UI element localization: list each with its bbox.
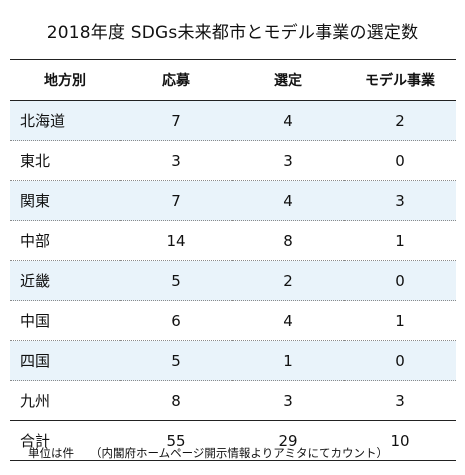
- cell-selected: 4: [232, 180, 344, 221]
- table-row: 中部 14 8 1: [10, 220, 456, 261]
- footnote: 単位は件 （内閣府ホームページ開示情報よりアミタにてカウント）: [28, 445, 388, 461]
- header-selected: 選定: [232, 59, 344, 101]
- total-label: 合計: [10, 420, 120, 461]
- cell-selected: 1: [232, 340, 344, 381]
- cell-applied: 5: [120, 340, 232, 381]
- table-row: 東北 3 3 0: [10, 140, 456, 181]
- cell-model: 0: [344, 140, 456, 181]
- cell-region: 中部: [10, 220, 120, 261]
- cell-region: 関東: [10, 180, 120, 221]
- cell-applied: 5: [120, 260, 232, 301]
- total-model: 10: [344, 420, 456, 461]
- cell-model: 0: [344, 260, 456, 301]
- header-row: 地方別 応募 選定 モデル事業: [10, 59, 456, 101]
- cell-applied: 14: [120, 220, 232, 261]
- total-selected: 29: [232, 420, 344, 461]
- cell-model: 2: [344, 100, 456, 141]
- cell-applied: 7: [120, 100, 232, 141]
- cell-model: 1: [344, 220, 456, 261]
- table-row: 近畿 5 2 0: [10, 260, 456, 301]
- cell-applied: 7: [120, 180, 232, 221]
- header-model: モデル事業: [344, 59, 456, 101]
- total-row: 合計 55 29 10: [10, 420, 456, 461]
- selection-table: 地方別 応募 選定 モデル事業 北海道 7 4 2 東北 3 3 0 関東 7 4 3 中部 14 8 1 近畿…: [10, 59, 456, 461]
- total-applied: 55: [120, 420, 232, 461]
- footnote-source: （内閣府ホームページ開示情報よりアミタにてカウント）: [90, 446, 388, 460]
- cell-applied: 6: [120, 300, 232, 341]
- cell-selected: 3: [232, 140, 344, 181]
- cell-model: 3: [395, 391, 405, 410]
- table-row: 四国 5 1 0: [10, 340, 456, 381]
- table-row: 九州 8 3 3: [10, 381, 456, 421]
- cell-region: 四国: [10, 340, 120, 381]
- header-region: 地方別: [10, 59, 120, 101]
- table-title: 2018年度 SDGs未来都市とモデル事業の選定数: [46, 23, 419, 43]
- cell-region: 九州: [20, 392, 51, 410]
- cell-region: 北海道: [10, 100, 120, 141]
- cell-model: 3: [344, 180, 456, 221]
- cell-region: 中国: [10, 300, 120, 341]
- cell-applied: 3: [120, 140, 232, 181]
- cell-selected: 2: [232, 260, 344, 301]
- cell-model: 1: [344, 300, 456, 341]
- cell-region: 東北: [10, 140, 120, 181]
- cell-selected: 4: [232, 300, 344, 341]
- cell-selected: 8: [232, 220, 344, 261]
- cell-region: 近畿: [10, 260, 120, 301]
- table-row: 関東 7 4 3: [10, 180, 456, 221]
- table-row: 北海道 7 4 2: [10, 100, 456, 141]
- cell-selected: 4: [232, 100, 344, 141]
- cell-selected: 3: [283, 391, 293, 410]
- header-applied: 応募: [120, 59, 232, 101]
- table-row: 中国 6 4 1: [10, 300, 456, 341]
- footnote-unit: 単位は件: [28, 446, 74, 460]
- cell-applied: 8: [171, 391, 181, 410]
- cell-model: 0: [344, 340, 456, 381]
